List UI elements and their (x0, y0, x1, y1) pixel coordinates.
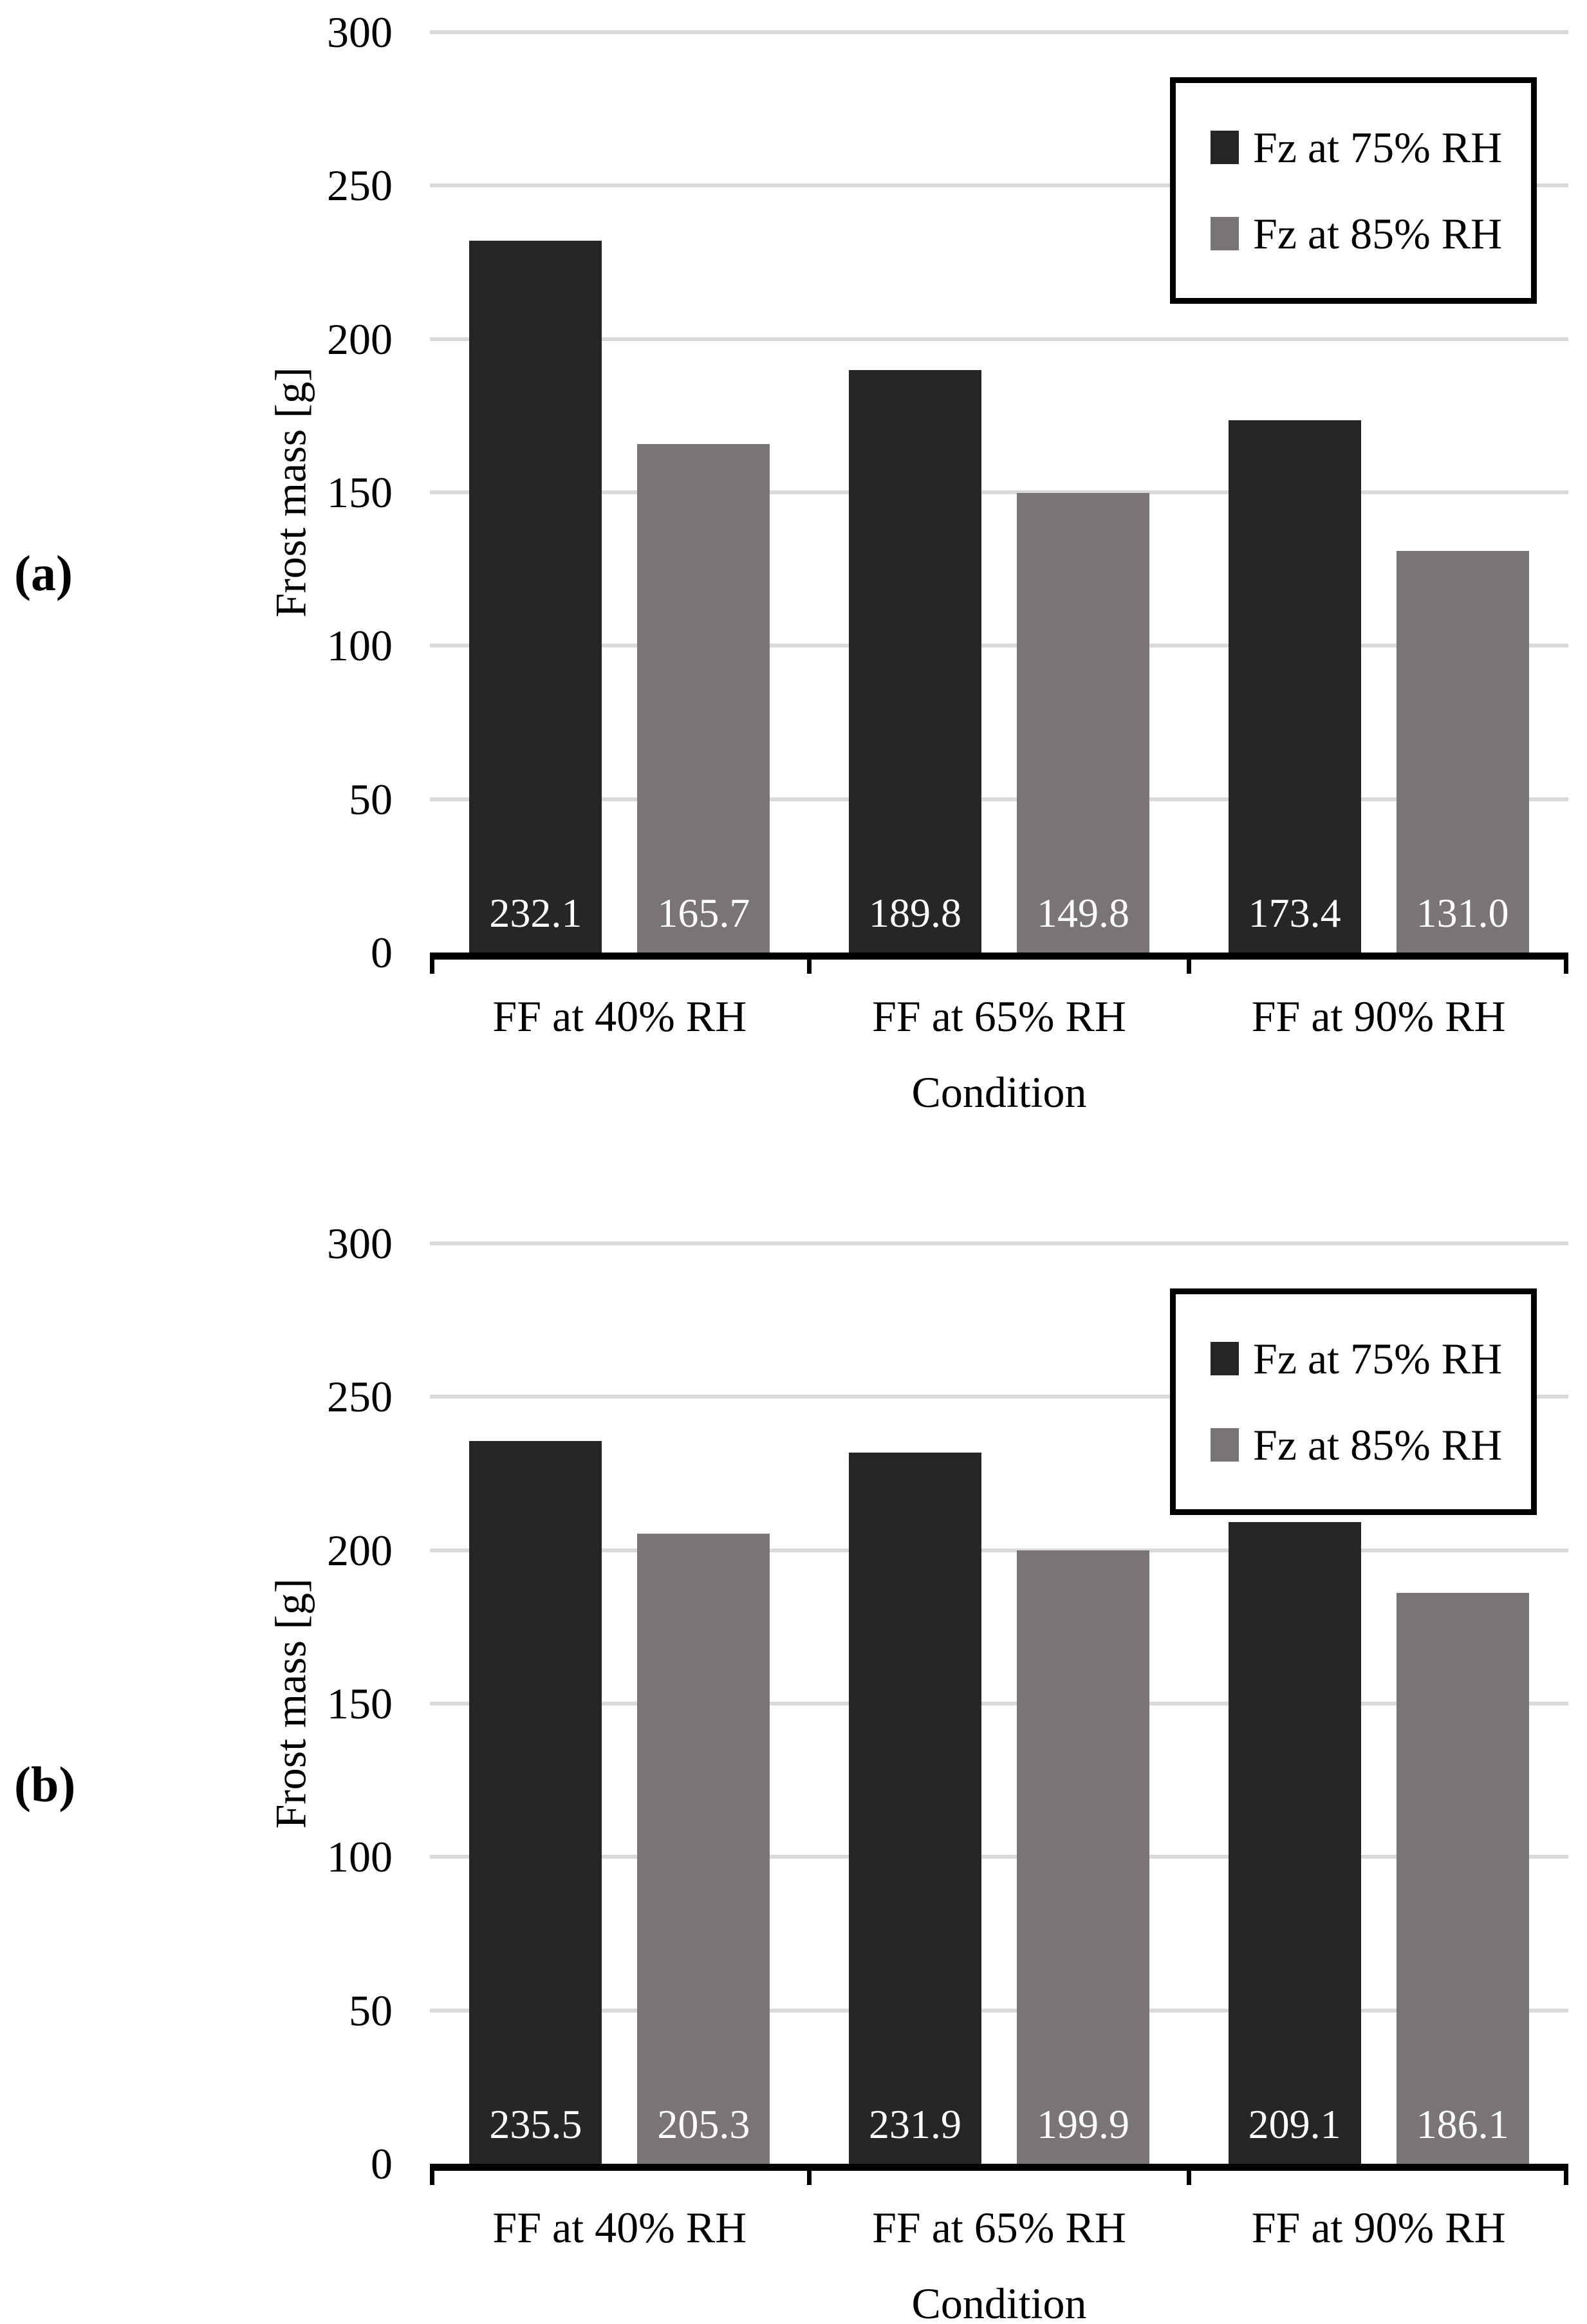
y-axis-tick-labels: 0 50 100 150 200 250 300 (0, 0, 1587, 1158)
y-tick-label-200: 200 (327, 1525, 393, 1575)
legend: Fz at 75% RH Fz at 85% RH (1170, 77, 1537, 304)
x-category-label-ff-at-40-rh: FF at 40% RH (492, 2203, 747, 2252)
bar-value-label: 149.8 (1037, 890, 1129, 936)
gridline-100 (430, 1855, 1568, 1859)
x-axis-line (430, 2164, 1568, 2171)
legend: Fz at 75% RH Fz at 85% RH (1170, 1288, 1537, 1515)
plot-area: 232.1 165.7 189.8 149.8 173.4 131.0 (430, 30, 1568, 974)
bar-value-label: 165.7 (657, 890, 750, 936)
legend-label-fz-at-85-rh: Fz at 85% RH (1253, 209, 1503, 259)
x-axis-tick-1 (807, 2171, 812, 2185)
legend-marker-fz-at-85-rh (1211, 1428, 1239, 1462)
bar-value-label: 231.9 (869, 2101, 961, 2147)
legend-item-fz-at-75-rh: Fz at 75% RH (1211, 125, 1531, 170)
legend-marker-fz-at-75-rh (1211, 1341, 1239, 1375)
legend-marker-fz-at-85-rh (1211, 217, 1239, 251)
y-tick-label-100: 100 (327, 1832, 393, 1882)
gridline-250 (430, 1395, 1568, 1399)
x-category-label-ff-at-90-rh: FF at 90% RH (1251, 2203, 1506, 2252)
bar-value-label: 131.0 (1416, 890, 1509, 936)
legend-item-fz-at-85-rh: Fz at 85% RH (1211, 211, 1531, 256)
chart-panel-b: (b) Frost mass [g] 0 50 100 150 200 250 300 23… (0, 1211, 1587, 2324)
bar-fz-at-85-rh-ff-at-65-rh: 149.8 (1017, 492, 1149, 953)
gridline-300 (430, 1241, 1568, 1245)
legend-label-fz-at-85-rh: Fz at 85% RH (1253, 1420, 1503, 1470)
bar-fz-at-85-rh-ff-at-90-rh: 186.1 (1396, 1592, 1529, 2164)
x-category-labels: FF at 40% RH FF at 65% RH FF at 90% RH (0, 1211, 1587, 2324)
y-tick-label-50: 50 (349, 774, 393, 824)
bar-value-label: 205.3 (657, 2101, 750, 2147)
y-tick-label-50: 50 (349, 1985, 393, 2035)
bar-fz-at-85-rh-ff-at-65-rh: 199.9 (1017, 1550, 1149, 2164)
y-tick-label-250: 250 (327, 161, 393, 210)
x-category-labels: FF at 40% RH FF at 65% RH FF at 90% RH (0, 0, 1587, 1158)
panel-label-a: (a) (14, 545, 73, 601)
gridline-150 (430, 490, 1568, 494)
y-tick-label-150: 150 (327, 468, 393, 517)
panel-label-b: (b) (14, 1756, 76, 1812)
bar-series: 232.1 165.7 189.8 149.8 173.4 131.0 (430, 32, 1568, 953)
x-category-label-ff-at-65-rh: FF at 65% RH (872, 992, 1126, 1041)
legend-label-fz-at-75-rh: Fz at 75% RH (1253, 1334, 1503, 1383)
bar-value-label: 235.5 (489, 2101, 582, 2147)
bar-fz-at-85-rh-ff-at-90-rh: 131.0 (1396, 550, 1529, 953)
x-category-label-ff-at-90-rh: FF at 90% RH (1251, 992, 1506, 1041)
plot-area: 235.5 205.3 231.9 199.9 209.1 186.1 (430, 1241, 1568, 2185)
bar-fz-at-85-rh-ff-at-40-rh: 205.3 (637, 1534, 770, 2164)
x-axis-tick-1 (807, 960, 812, 974)
x-axis-tick-marks (430, 960, 1568, 974)
bar-fz-at-75-rh-ff-at-40-rh: 232.1 (469, 240, 602, 953)
gridlines (430, 1241, 1568, 2164)
bar-fz-at-75-rh-ff-at-40-rh: 235.5 (469, 1441, 602, 2164)
gridline-50 (430, 797, 1568, 801)
bar-series: 235.5 205.3 231.9 199.9 209.1 186.1 (430, 1243, 1568, 2164)
gridline-150 (430, 1702, 1568, 1706)
bar-value-label: 189.8 (869, 890, 961, 936)
x-axis-tick-3 (1564, 960, 1568, 974)
x-axis-tick-0 (430, 960, 434, 974)
chart-panel-a: (a) Frost mass [g] 0 50 100 150 200 250 300 23… (0, 0, 1587, 1158)
y-tick-label-150: 150 (327, 1679, 393, 1728)
x-category-label-ff-at-40-rh: FF at 40% RH (492, 992, 747, 1041)
x-axis-tick-2 (1186, 960, 1191, 974)
gridline-50 (430, 2008, 1568, 2013)
bar-fz-at-75-rh-ff-at-65-rh: 231.9 (849, 1452, 981, 2164)
y-tick-label-0: 0 (371, 928, 393, 977)
gridline-250 (430, 183, 1568, 188)
bar-fz-at-75-rh-ff-at-65-rh: 189.8 (849, 370, 981, 953)
x-axis-title: Condition (911, 2279, 1087, 2324)
gridline-200 (430, 1548, 1568, 1552)
y-tick-label-300: 300 (327, 1219, 393, 1268)
y-tick-label-250: 250 (327, 1372, 393, 1422)
y-tick-label-100: 100 (327, 621, 393, 671)
gridline-200 (430, 337, 1568, 341)
x-axis-title: Condition (911, 1068, 1087, 1117)
legend-item-fz-at-85-rh: Fz at 85% RH (1211, 1422, 1531, 1467)
gridline-300 (430, 30, 1568, 34)
gridline-100 (430, 644, 1568, 648)
bar-value-label: 173.4 (1248, 890, 1341, 936)
legend-marker-fz-at-75-rh (1211, 130, 1239, 164)
legend-item-fz-at-75-rh: Fz at 75% RH (1211, 1336, 1531, 1381)
y-tick-label-200: 200 (327, 314, 393, 364)
y-axis-tick-labels: 0 50 100 150 200 250 300 (0, 1211, 1587, 2324)
bar-fz-at-75-rh-ff-at-90-rh: 173.4 (1228, 420, 1361, 953)
y-tick-label-0: 0 (371, 2139, 393, 2188)
x-category-label-ff-at-65-rh: FF at 65% RH (872, 2203, 1126, 2252)
bar-value-label: 232.1 (489, 890, 582, 936)
bar-value-label: 209.1 (1248, 2101, 1341, 2147)
bar-value-label: 186.1 (1416, 2101, 1509, 2147)
bar-value-label: 199.9 (1037, 2101, 1129, 2147)
x-axis-tick-3 (1564, 2171, 1568, 2185)
x-axis-tick-2 (1186, 2171, 1191, 2185)
bar-fz-at-75-rh-ff-at-90-rh: 209.1 (1228, 1522, 1361, 2164)
x-axis-line (430, 953, 1568, 960)
x-axis-tick-marks (430, 2171, 1568, 2185)
legend-label-fz-at-75-rh: Fz at 75% RH (1253, 122, 1503, 172)
bar-fz-at-85-rh-ff-at-40-rh: 165.7 (637, 444, 770, 953)
gridlines (430, 30, 1568, 953)
y-tick-label-300: 300 (327, 8, 393, 57)
x-axis-tick-0 (430, 2171, 434, 2185)
